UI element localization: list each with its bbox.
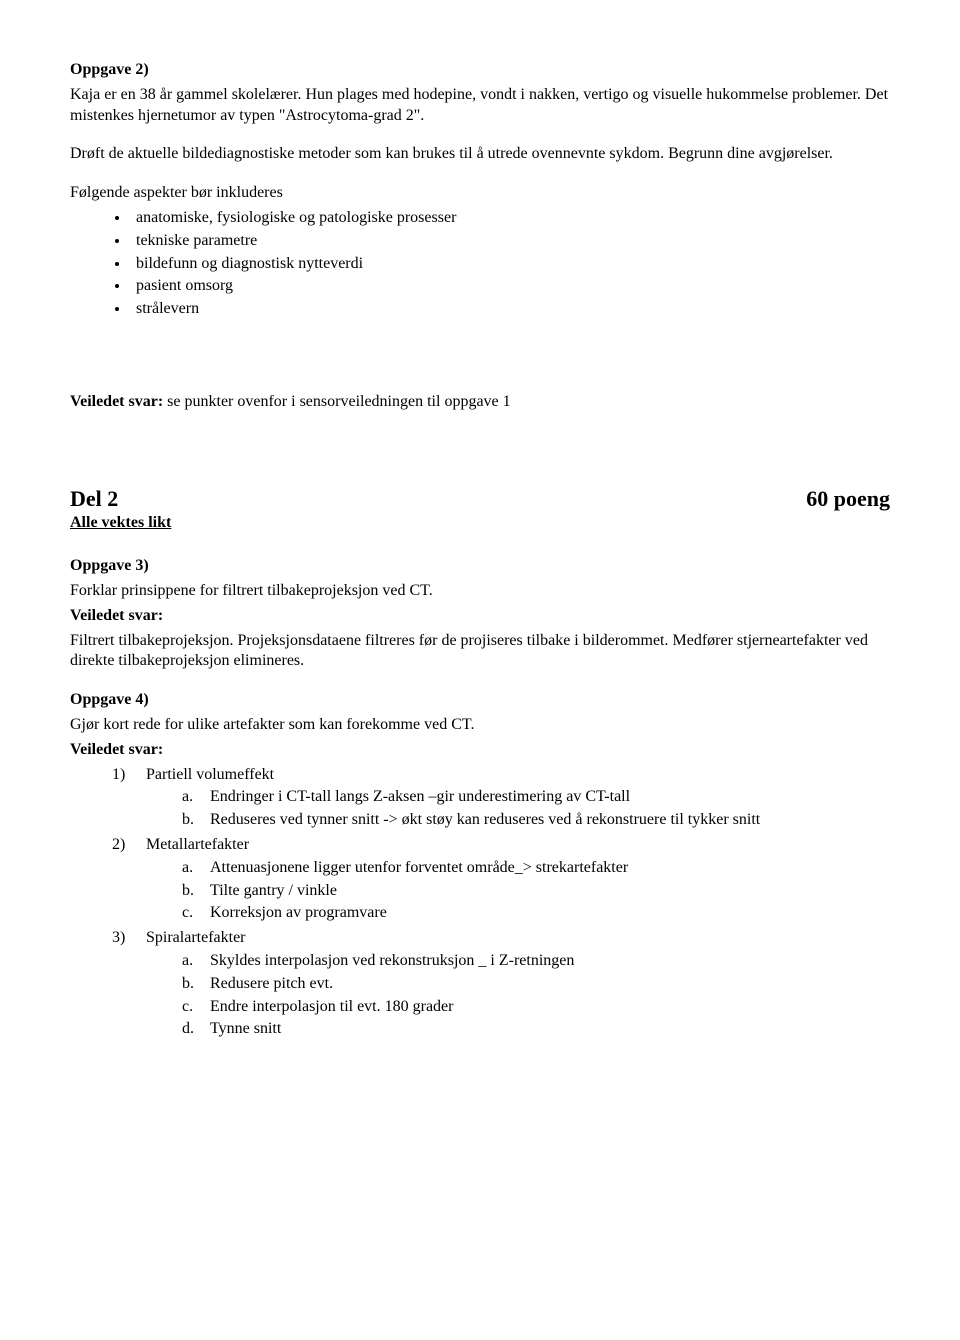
oppgave2-p1: Kaja er en 38 år gammel skolelærer. Hun …	[70, 85, 890, 127]
oppgave2-heading: Oppgave 2)	[70, 60, 890, 81]
bullet-item: tekniske parametre	[130, 231, 890, 252]
oppgave4-subitem: Redusere pitch evt.	[190, 974, 890, 995]
oppgave4-heading: Oppgave 4)	[70, 690, 890, 711]
oppgave4-item-3: Spiralartefakter Skyldes interpolasjon v…	[122, 928, 890, 1040]
oppgave2-bullets: anatomiske, fysiologiske og patologiske …	[70, 208, 890, 320]
bullet-item: anatomiske, fysiologiske og patologiske …	[130, 208, 890, 229]
oppgave4-subitem: Reduseres ved tynner snitt -> økt støy k…	[190, 810, 890, 831]
oppgave2-p2: Drøft de aktuelle bildediagnostiske meto…	[70, 144, 890, 165]
oppgave4-item-title: Spiralartefakter	[146, 929, 246, 946]
veiledet-svar-text: se punkter ovenfor i sensorveiledningen …	[163, 393, 510, 410]
oppgave2-veiledet-svar-row: Veiledet svar: se punkter ovenfor i sens…	[70, 392, 890, 413]
oppgave4-subitem: Tynne snitt	[190, 1019, 890, 1040]
bullet-item: strålevern	[130, 299, 890, 320]
oppgave4-subitem: Korreksjon av programvare	[190, 903, 890, 924]
oppgave2-aspects-intro: Følgende aspekter bør inkluderes	[70, 183, 890, 204]
oppgave4-item-1: Partiell volumeffekt Endringer i CT-tall…	[122, 765, 890, 831]
del2-title: Del 2	[70, 485, 118, 514]
oppgave4-subitem: Attenuasjonene ligger utenfor forventet …	[190, 858, 890, 879]
oppgave4-subitem: Tilte gantry / vinkle	[190, 881, 890, 902]
oppgave4-question: Gjør kort rede for ulike artefakter som …	[70, 715, 890, 736]
oppgave4-item-2-sublist: Attenuasjonene ligger utenfor forventet …	[146, 858, 890, 924]
del2-subtitle: Alle vektes likt	[70, 513, 890, 534]
oppgave3-heading: Oppgave 3)	[70, 556, 890, 577]
del2-poeng: 60 poeng	[806, 485, 890, 514]
oppgave4-subitem: Endre interpolasjon til evt. 180 grader	[190, 997, 890, 1018]
oppgave4-subitem: Endringer i CT-tall langs Z-aksen –gir u…	[190, 787, 890, 808]
oppgave4-item-3-sublist: Skyldes interpolasjon ved rekonstruksjon…	[146, 951, 890, 1040]
oppgave4-subitem: Skyldes interpolasjon ved rekonstruksjon…	[190, 951, 890, 972]
oppgave3-question: Forklar prinsippene for filtrert tilbake…	[70, 581, 890, 602]
oppgave4-item-title: Metallartefakter	[146, 836, 249, 853]
bullet-item: bildefunn og diagnostisk nytteverdi	[130, 254, 890, 275]
del2-row: Del 2 60 poeng	[70, 485, 890, 514]
oppgave4-item-2: Metallartefakter Attenuasjonene ligger u…	[122, 835, 890, 924]
oppgave3-svar: Filtrert tilbakeprojeksjon. Projeksjonsd…	[70, 631, 890, 673]
oppgave4-svar-label: Veiledet svar:	[70, 740, 890, 761]
oppgave3-svar-label: Veiledet svar:	[70, 606, 890, 627]
oppgave4-list: Partiell volumeffekt Endringer i CT-tall…	[70, 765, 890, 1041]
bullet-item: pasient omsorg	[130, 276, 890, 297]
veiledet-svar-label: Veiledet svar:	[70, 393, 163, 410]
oppgave4-item-1-sublist: Endringer i CT-tall langs Z-aksen –gir u…	[146, 787, 890, 831]
oppgave4-item-title: Partiell volumeffekt	[146, 766, 274, 783]
